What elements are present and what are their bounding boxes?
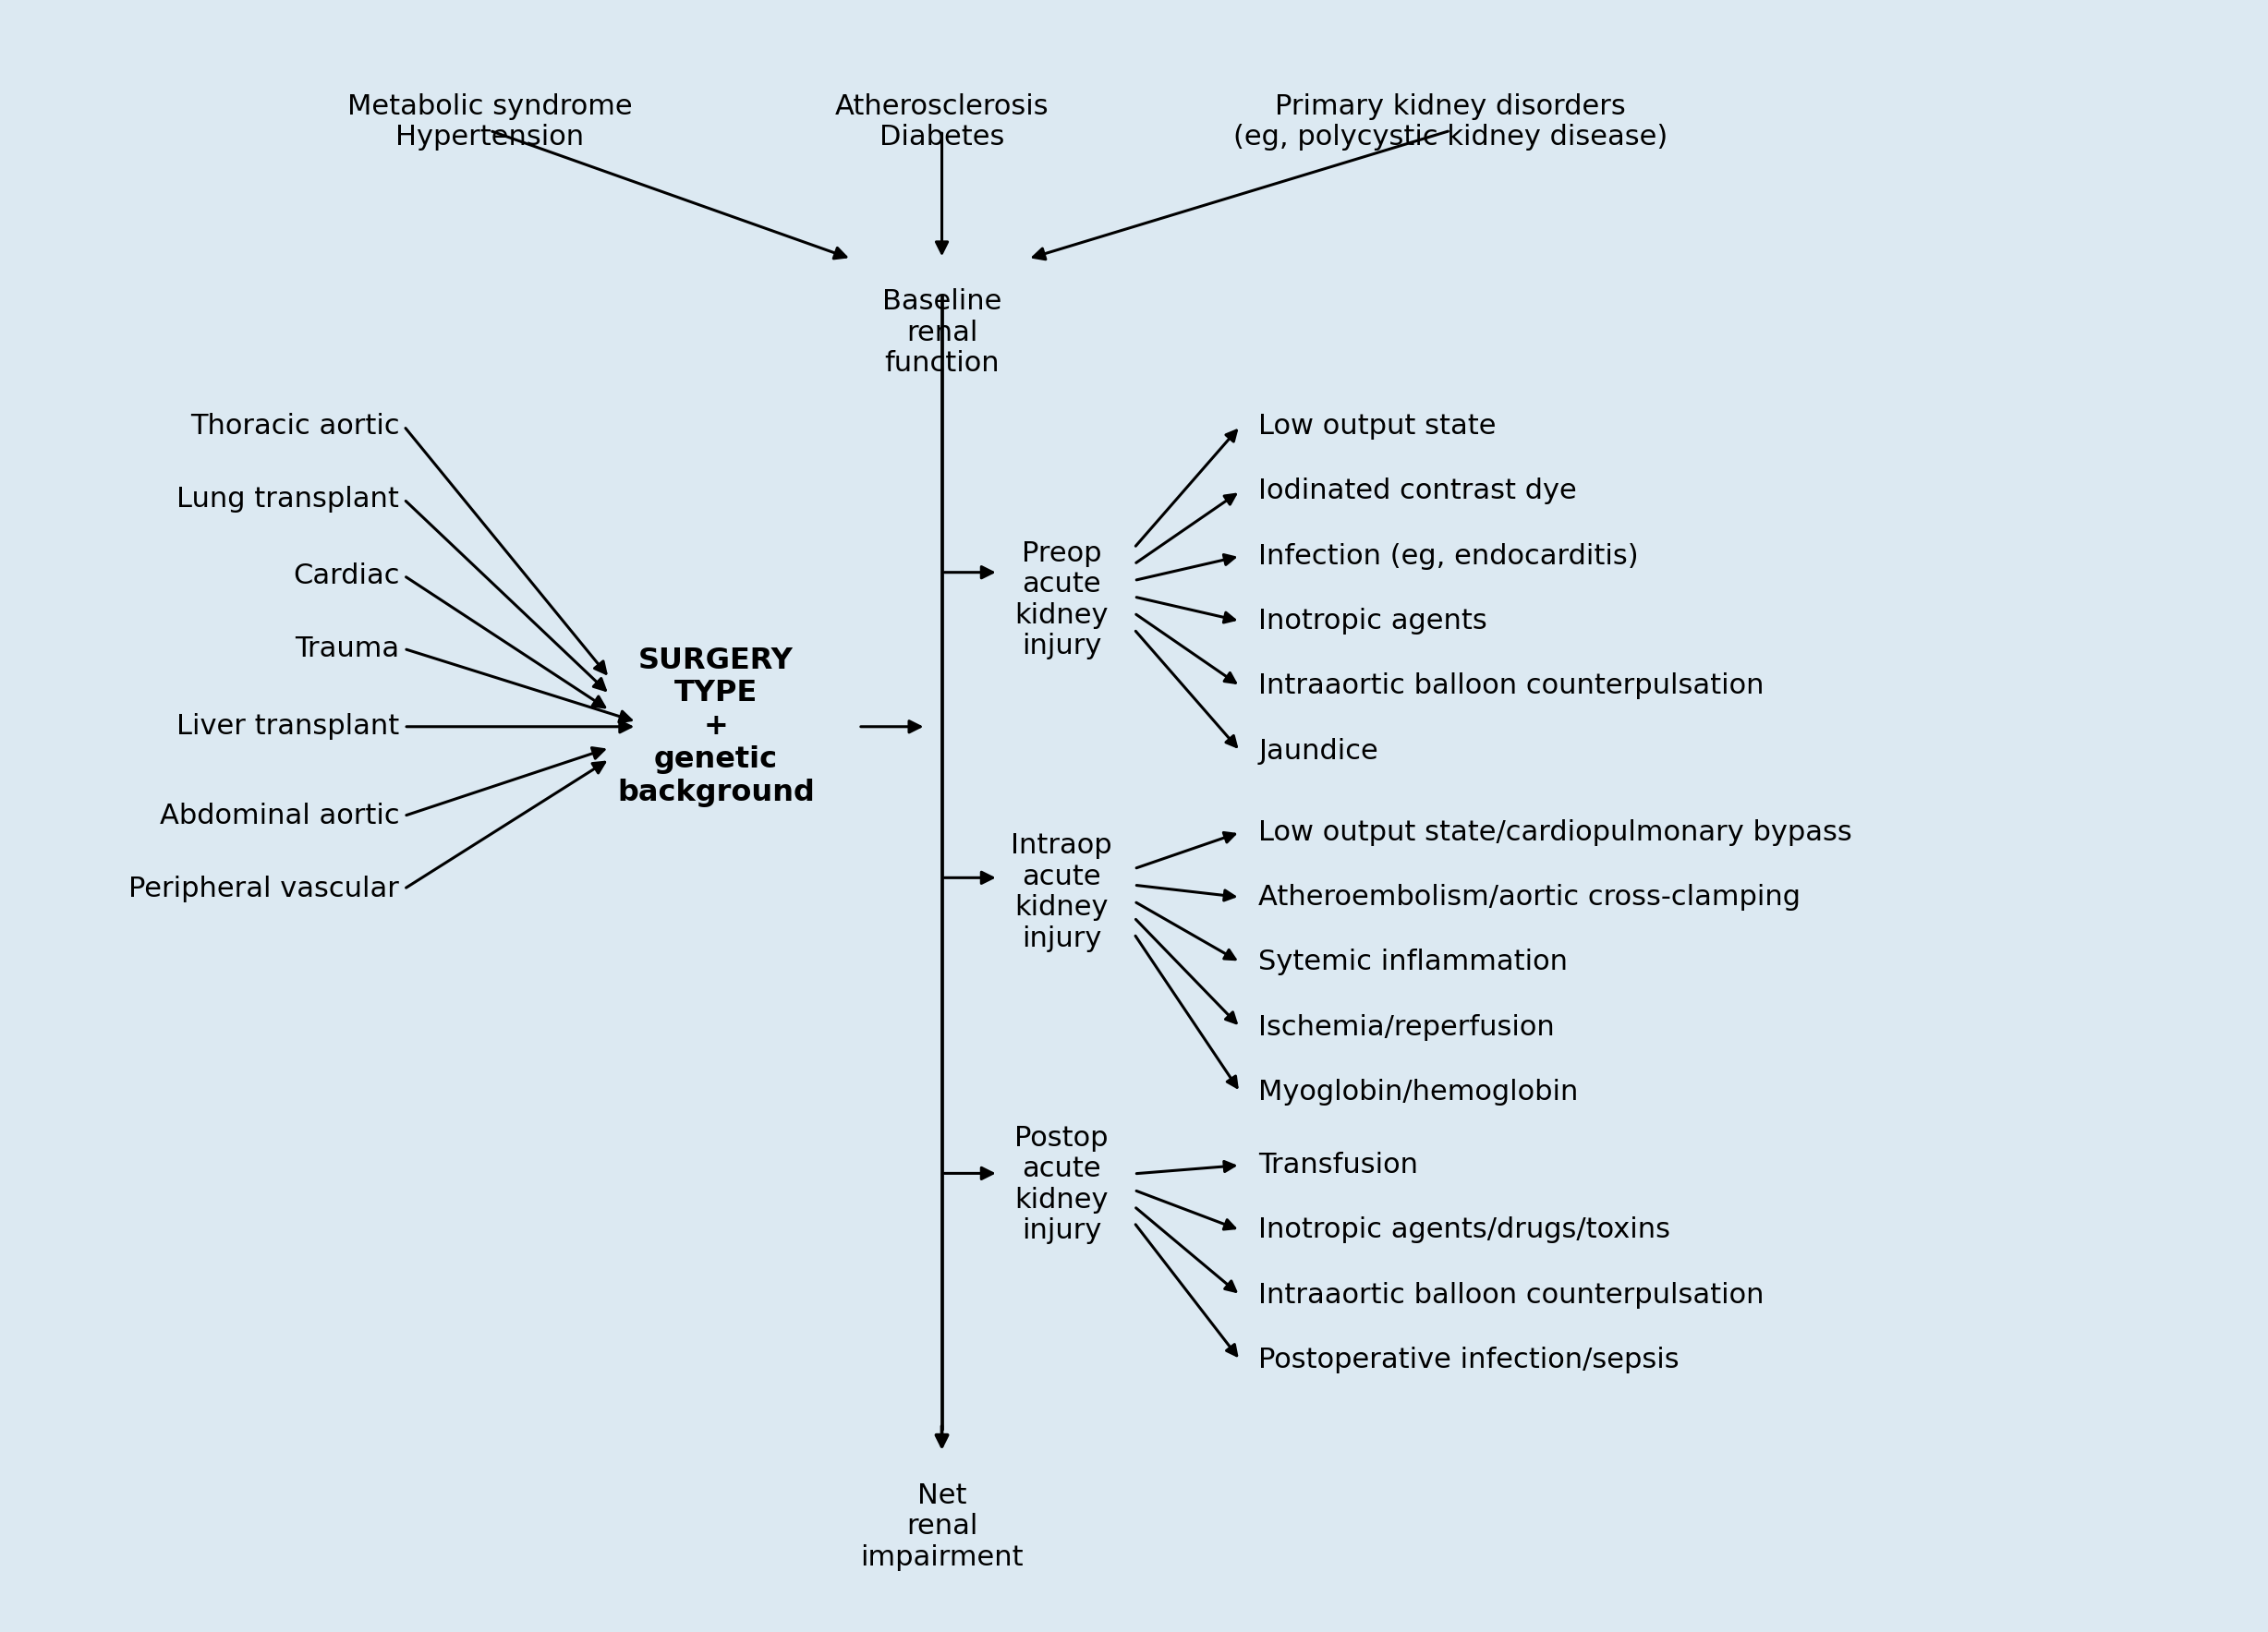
Text: Ischemia/reperfusion: Ischemia/reperfusion [1259,1013,1554,1041]
Text: Primary kidney disorders
(eg, polycystic kidney disease): Primary kidney disorders (eg, polycystic… [1234,93,1667,152]
Text: Peripheral vascular: Peripheral vascular [129,876,399,902]
Text: Postoperative infection/sepsis: Postoperative infection/sepsis [1259,1346,1678,1374]
Text: Metabolic syndrome
Hypertension: Metabolic syndrome Hypertension [347,93,633,152]
Text: Myoglobin/hemoglobin: Myoglobin/hemoglobin [1259,1079,1579,1105]
Text: Low output state/cardiopulmonary bypass: Low output state/cardiopulmonary bypass [1259,819,1853,845]
Text: Trauma: Trauma [295,635,399,663]
Text: Intraop
acute
kidney
injury: Intraop acute kidney injury [1012,832,1111,951]
Text: Net
renal
impairment: Net renal impairment [860,1482,1023,1572]
Text: Atheroembolism/aortic cross-clamping: Atheroembolism/aortic cross-clamping [1259,885,1801,911]
Text: SURGERY
TYPE
+
genetic
background: SURGERY TYPE + genetic background [617,646,814,808]
Text: Baseline
renal
function: Baseline renal function [882,289,1002,377]
Text: Liver transplant: Liver transplant [177,713,399,739]
Text: Jaundice: Jaundice [1259,738,1379,764]
Text: Sytemic inflammation: Sytemic inflammation [1259,948,1567,976]
Text: Postop
acute
kidney
injury: Postop acute kidney injury [1014,1124,1109,1245]
Text: Low output state: Low output state [1259,413,1497,439]
Text: Inotropic agents/drugs/toxins: Inotropic agents/drugs/toxins [1259,1217,1669,1244]
Text: Iodinated contrast dye: Iodinated contrast dye [1259,478,1576,504]
Text: Inotropic agents: Inotropic agents [1259,607,1488,635]
Text: Thoracic aortic: Thoracic aortic [191,413,399,439]
Text: Cardiac: Cardiac [293,561,399,589]
Text: Preop
acute
kidney
injury: Preop acute kidney injury [1014,540,1109,659]
Text: Abdominal aortic: Abdominal aortic [159,803,399,829]
Text: Atherosclerosis
Diabetes: Atherosclerosis Diabetes [835,93,1048,152]
Text: Intraaortic balloon counterpulsation: Intraaortic balloon counterpulsation [1259,672,1765,700]
Text: Lung transplant: Lung transplant [177,486,399,512]
Text: Infection (eg, endocarditis): Infection (eg, endocarditis) [1259,543,1637,570]
Text: Intraaortic balloon counterpulsation: Intraaortic balloon counterpulsation [1259,1281,1765,1309]
Text: Transfusion: Transfusion [1259,1152,1418,1178]
